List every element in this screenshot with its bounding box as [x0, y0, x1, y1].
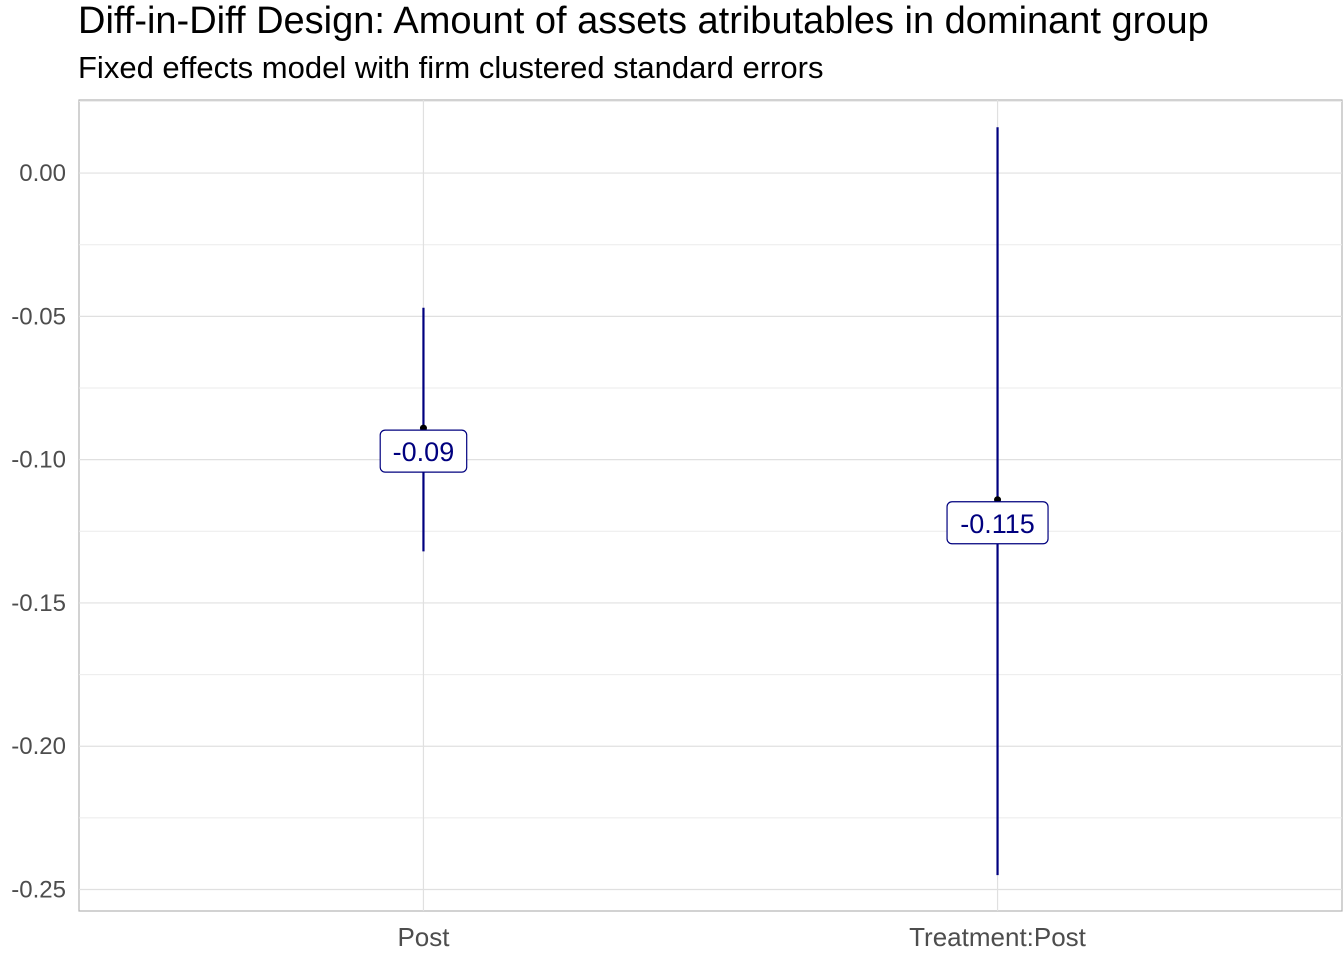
x-tick-label: Post: [397, 922, 450, 952]
chart-subtitle: Fixed effects model with firm clustered …: [78, 50, 824, 85]
y-tick-label: -0.10: [11, 447, 66, 474]
y-tick-label: -0.15: [11, 590, 66, 617]
point-label: -0.09: [393, 437, 455, 467]
y-tick-label: -0.25: [11, 877, 66, 904]
point-label-box: [946, 501, 1049, 545]
grid-layer: [79, 100, 1342, 911]
point-label: -0.115: [960, 509, 1035, 539]
point-label-box: [379, 429, 468, 473]
plot-panel: [78, 99, 1343, 912]
x-tick-labels: Post Treatment:Post: [397, 922, 1086, 952]
y-tick-label: -0.20: [11, 733, 66, 760]
chart-title: Diff-in-Diff Design: Amount of assets at…: [78, 0, 1209, 42]
y-tick-label: -0.05: [11, 303, 66, 330]
data-marks: -0.09 -0.115: [379, 127, 1049, 876]
y-tick-label: 0.00: [19, 160, 66, 187]
y-tick-labels: 0.00 -0.05 -0.10 -0.15 -0.20 -0.25: [11, 160, 66, 903]
x-tick-label: Treatment:Post: [909, 922, 1087, 952]
